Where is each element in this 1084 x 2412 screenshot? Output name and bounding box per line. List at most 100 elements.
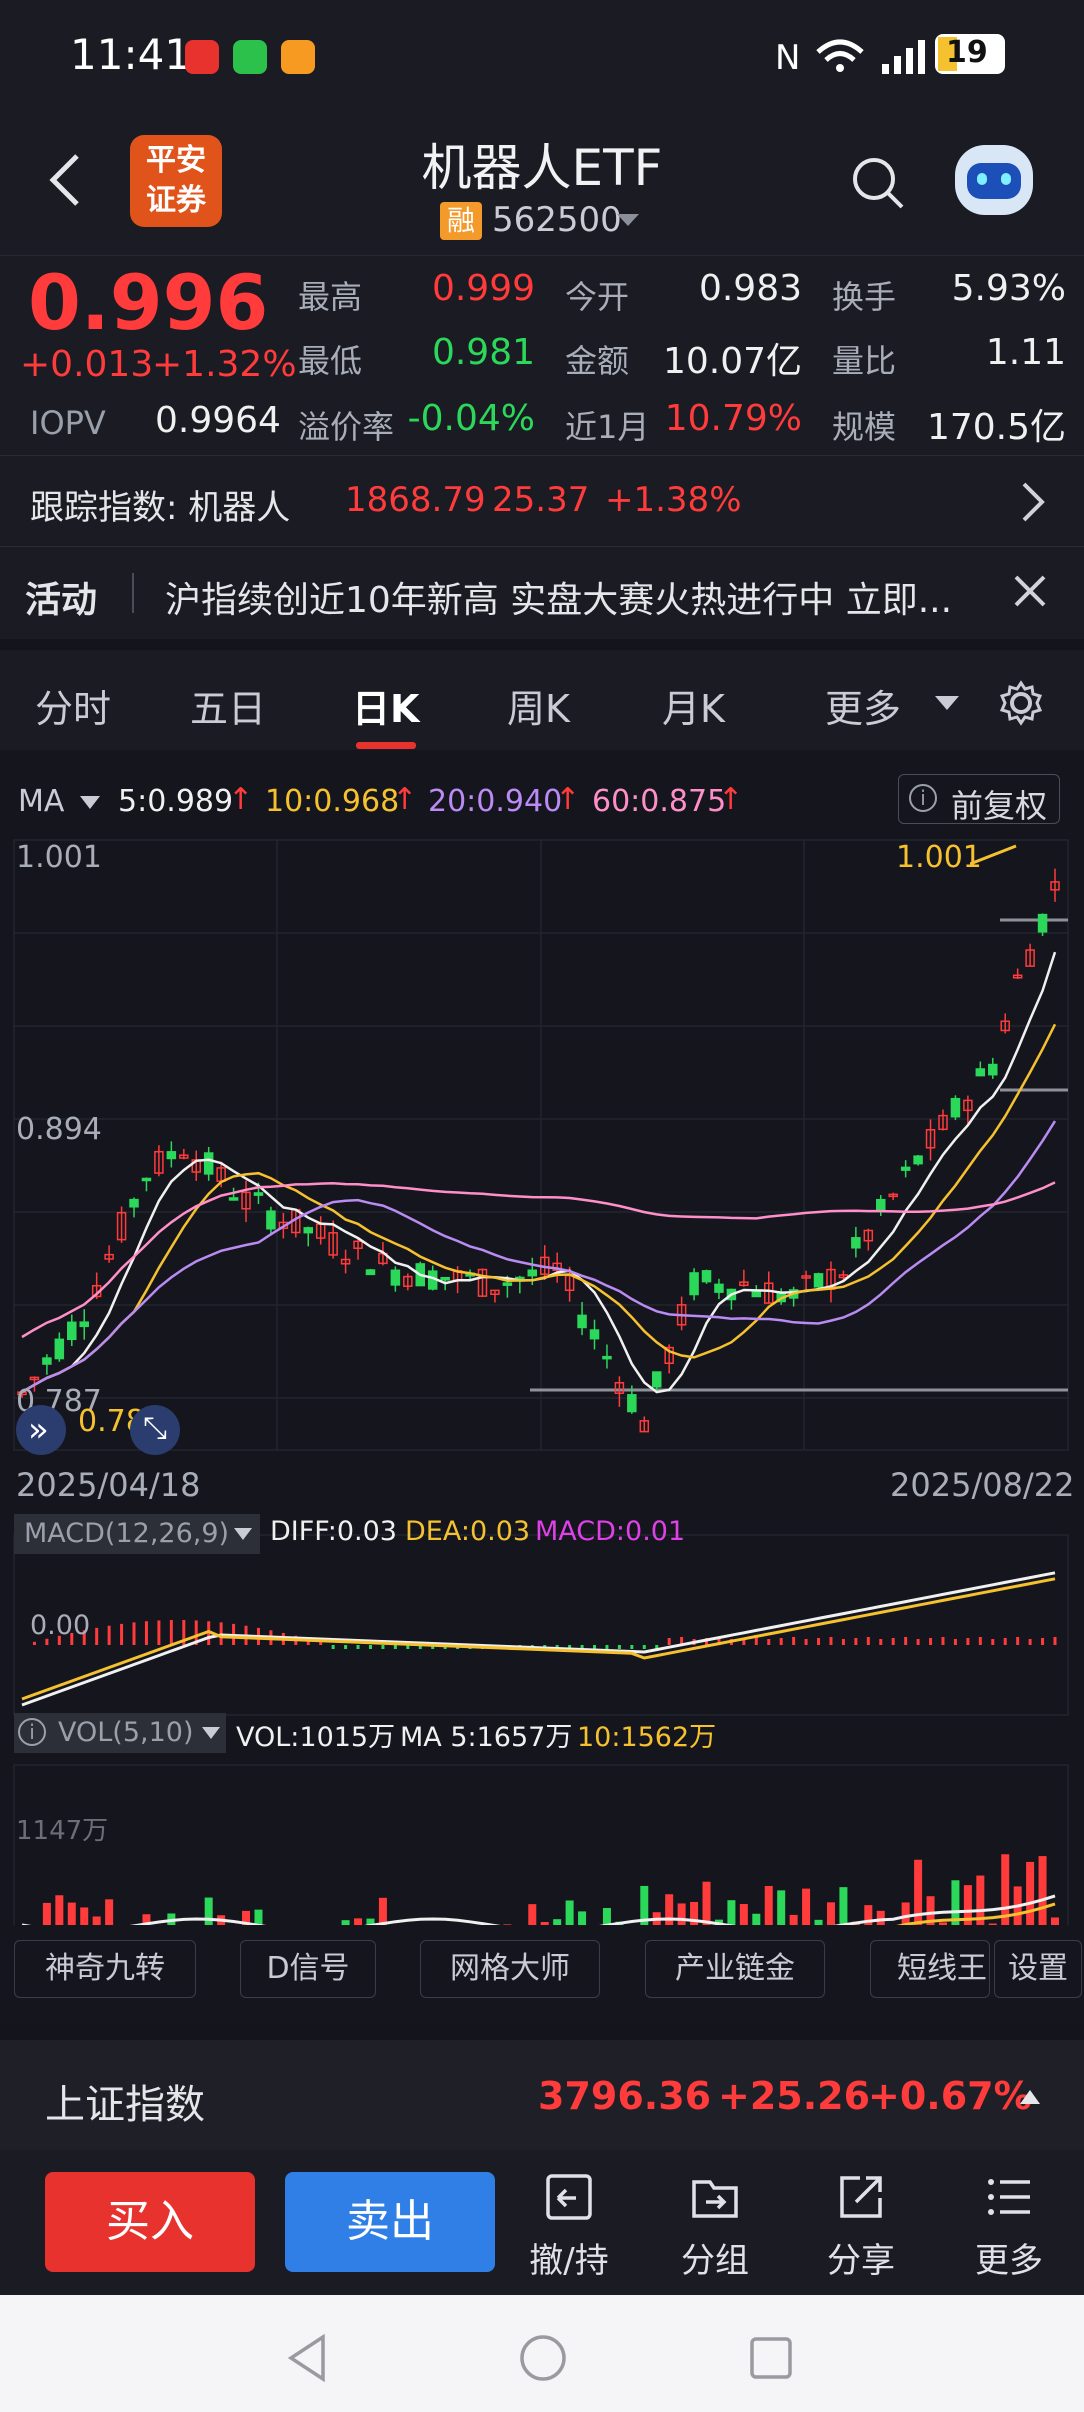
nav-back-icon[interactable]: [285, 2333, 329, 2383]
activity-text[interactable]: 沪指续创近10年新高 实盘大赛火热进行中 立即...: [165, 580, 953, 621]
fullscreen-icon[interactable]: ⤡: [130, 1405, 180, 1455]
candle-body: [490, 1289, 500, 1296]
more-button[interactable]: 更多: [954, 2170, 1064, 2282]
start-date: 2025/04/18: [16, 1466, 201, 1504]
candle-body: [963, 1099, 973, 1112]
activity-banner[interactable]: 活动 沪指续创近10年新高 实盘大赛火热进行中 立即...: [0, 547, 1084, 639]
ma20-line: [21, 1120, 1057, 1394]
candle-body: [154, 1150, 164, 1174]
battery-icon: 19: [935, 34, 1005, 74]
tracking-index-row[interactable]: 跟踪指数: 机器人 1868.79 25.37 +1.38%: [0, 455, 1084, 547]
macd-selector[interactable]: MACD(12,26,9): [14, 1514, 260, 1554]
candle-body: [403, 1275, 413, 1287]
nav-recents-icon[interactable]: [748, 2335, 794, 2381]
indicator-nine-turn[interactable]: 神奇九转: [14, 1940, 196, 1998]
robot-assistant-icon[interactable]: [955, 145, 1033, 215]
premium-value: -0.04%: [407, 398, 535, 439]
low-label: 最低: [298, 342, 363, 380]
back-arrow-icon[interactable]: [45, 150, 85, 210]
chevron-down-icon[interactable]: [615, 210, 641, 230]
candle-body: [876, 1198, 886, 1213]
tab-daily-k[interactable]: 日K: [352, 687, 420, 731]
candle-body: [67, 1321, 77, 1341]
candle-body: [54, 1338, 65, 1360]
gear-icon[interactable]: [998, 680, 1044, 726]
ma5-line: [21, 951, 1057, 1394]
macd-bar: [617, 1645, 621, 1649]
buy-button[interactable]: 买入: [45, 2172, 255, 2272]
chevron-down-icon[interactable]: [78, 794, 102, 812]
ma60-line: [21, 1181, 1056, 1339]
candle-body: [801, 1275, 811, 1279]
tab-monthly-k[interactable]: 月K: [662, 687, 725, 731]
candle-body: [614, 1381, 625, 1394]
macd-bar: [941, 1637, 945, 1645]
ma-label[interactable]: MA: [18, 784, 65, 819]
candle-body: [1012, 974, 1023, 979]
cancel-hold-button[interactable]: 撤/持: [514, 2170, 624, 2282]
sell-button[interactable]: 卖出: [285, 2172, 495, 2272]
kline-chart-area[interactable]: MA 5:0.989 ↑ 10:0.968 ↑ 20:0.940 ↑ 60:0.…: [0, 750, 1084, 2025]
iopv-label: IOPV: [30, 404, 106, 442]
indicator-short-king[interactable]: 短线王: [870, 1940, 990, 1998]
candle-body: [913, 1155, 923, 1165]
macd-bar: [593, 1645, 597, 1649]
adjust-button[interactable]: i 前复权: [898, 774, 1060, 825]
tab-weekly-k[interactable]: 周K: [507, 687, 570, 731]
macd-line: [21, 1577, 1056, 1701]
macd-bar: [381, 1645, 385, 1649]
price-change: +0.013: [20, 344, 154, 385]
indicator-industry-chain[interactable]: 产业链金: [645, 1940, 825, 1998]
macd-bar: [904, 1637, 908, 1645]
margin-badge: 融: [440, 202, 482, 240]
chevron-up-icon[interactable]: [1018, 2088, 1042, 2106]
ma60-arrow: ↑: [718, 782, 744, 817]
price-axis-top: 1.001: [16, 840, 102, 875]
max-marker-line: [970, 844, 1017, 866]
candle-body: [328, 1232, 338, 1256]
vol-selector[interactable]: i VOL(5,10): [14, 1713, 226, 1753]
chevron-right-icon[interactable]: [1018, 480, 1048, 524]
indicator-settings[interactable]: 设置: [994, 1940, 1082, 1998]
active-tab-indicator: [356, 742, 416, 749]
ma10-line: [21, 1023, 1057, 1394]
macd-zero-label: 0.00: [30, 1610, 91, 1641]
group-button[interactable]: 分组: [660, 2170, 770, 2282]
market-index-bar[interactable]: 上证指数 3796.36 +25.26 +0.67%: [0, 2040, 1084, 2150]
macd-bar: [82, 1630, 86, 1645]
vol-ma10: 10:1562万: [577, 1722, 717, 1753]
macd-bar: [891, 1638, 895, 1645]
macd-value: MACD:0.01: [535, 1516, 686, 1547]
ma10-arrow: ↑: [392, 782, 418, 817]
cancel-order-icon: [546, 2174, 592, 2220]
battery-level: 19: [946, 35, 988, 70]
candle-body: [42, 1357, 52, 1365]
tab-timeshare[interactable]: 分时: [35, 687, 112, 731]
candle-body: [938, 1114, 948, 1131]
macd-bar: [107, 1625, 111, 1645]
ma60-value: 60:0.875: [592, 784, 727, 819]
indicator-grid-master[interactable]: 网格大师: [420, 1940, 600, 1998]
expand-left-icon[interactable]: »: [16, 1405, 66, 1455]
period-tabs: 分时 五日 日K 周K 月K 更多: [0, 650, 1084, 750]
share-button[interactable]: 分享: [806, 2170, 916, 2282]
macd-bar: [393, 1645, 397, 1649]
macd-bar: [1016, 1637, 1020, 1645]
folder-icon: [692, 2180, 738, 2218]
nav-home-icon[interactable]: [518, 2333, 568, 2383]
candle-body: [714, 1283, 724, 1293]
security-code[interactable]: 562500: [492, 200, 622, 240]
share-icon: [840, 2176, 882, 2218]
candle-body: [203, 1152, 214, 1175]
macd-bar: [667, 1638, 671, 1645]
candle-body: [79, 1321, 89, 1328]
chevron-down-icon[interactable]: [933, 692, 961, 714]
tab-five-day[interactable]: 五日: [190, 687, 267, 731]
search-icon[interactable]: [850, 155, 906, 211]
indicator-d-signal[interactable]: D信号: [240, 1940, 376, 1998]
macd-bar: [767, 1639, 771, 1645]
tab-more[interactable]: 更多: [825, 687, 902, 731]
group-label: 分组: [681, 2241, 749, 2281]
close-icon[interactable]: [1012, 573, 1048, 609]
amount-value: 10.07亿: [662, 341, 802, 382]
